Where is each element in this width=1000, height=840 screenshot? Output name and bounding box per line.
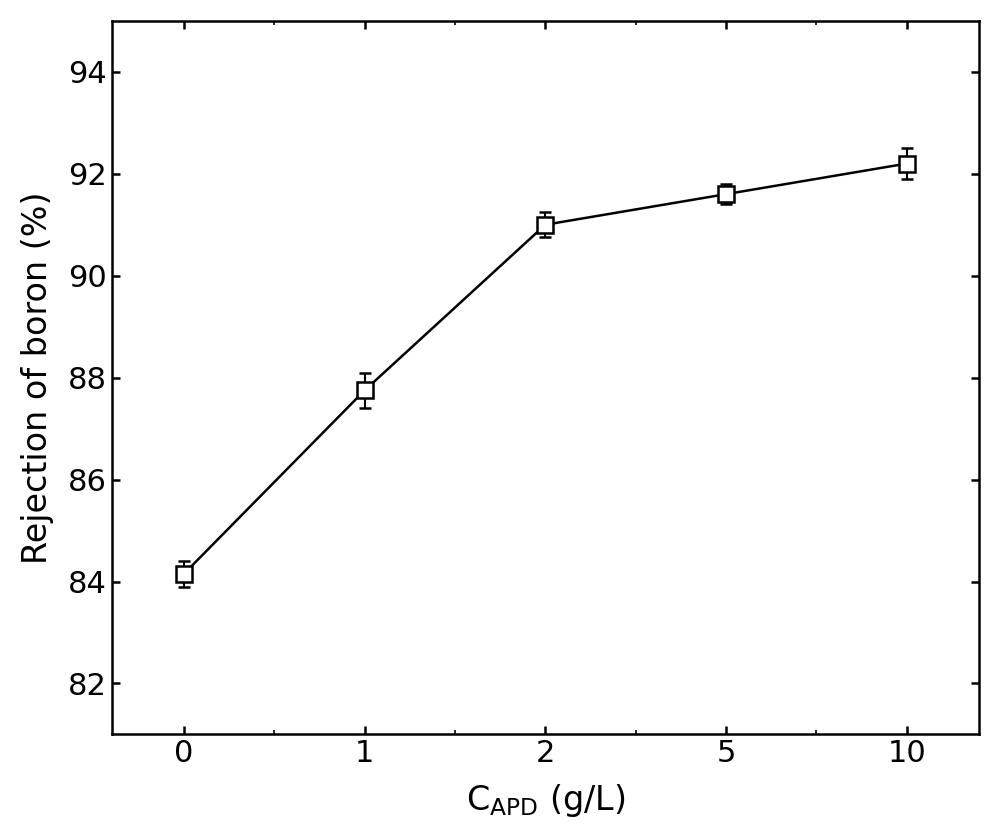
X-axis label: $\mathrm{C_{APD}}$ (g/L): $\mathrm{C_{APD}}$ (g/L) — [466, 782, 625, 819]
Y-axis label: Rejection of boron (%): Rejection of boron (%) — [21, 192, 54, 564]
